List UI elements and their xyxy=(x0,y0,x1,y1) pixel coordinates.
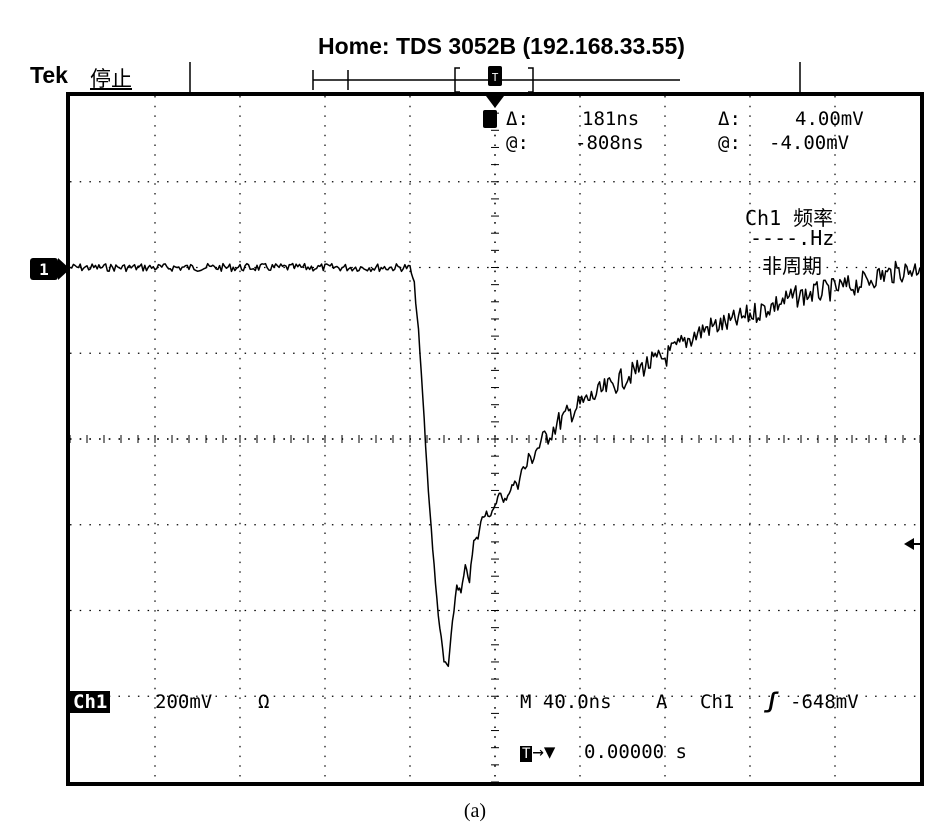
frequency-title: Ch1 频率 xyxy=(745,206,834,230)
delta-time-label: Δ: xyxy=(506,108,529,130)
instrument-title: Home: TDS 3052B (192.168.33.55) xyxy=(318,33,685,59)
trigger-source: Ch1 xyxy=(700,691,735,713)
channel-impedance: Ω xyxy=(258,691,270,713)
at-time-label: @: xyxy=(506,132,529,154)
trigger-position-marker[interactable]: T xyxy=(488,66,502,86)
frequency-value: ----.Hz xyxy=(750,226,835,250)
frequency-status: 非周期 xyxy=(762,254,822,278)
delta-volt-value: 4.00mV xyxy=(795,108,864,130)
channel-badge[interactable]: Ch1 xyxy=(70,691,111,713)
figure-caption: (a) xyxy=(463,800,487,822)
trigger-position-icon: T →▼ xyxy=(520,741,556,763)
channel1-marker-label: 1 xyxy=(39,260,49,279)
waveform-trace xyxy=(69,260,921,668)
timebase-main: M 40.0ns xyxy=(520,691,612,713)
delta-time-value: 181ns xyxy=(582,108,640,130)
channel-scale: 200mV xyxy=(155,691,213,713)
brand-logo: Tek xyxy=(30,62,68,88)
delta-volt-label: Δ: xyxy=(718,108,741,130)
trigger-level: -648mV xyxy=(790,691,859,713)
horizontal-position: 0.00000 s xyxy=(584,741,687,763)
at-volt-value: -4.00mV xyxy=(769,132,850,154)
trigger-level-marker[interactable] xyxy=(904,538,922,550)
channel1-marker[interactable]: 1 xyxy=(30,258,70,280)
at-time-value: -808ns xyxy=(575,132,644,154)
graticule-grid xyxy=(69,95,921,783)
acquisition-status: 停止 xyxy=(90,67,132,91)
trigger-mode: A xyxy=(656,691,668,713)
trigger-slope-icon: ʃ xyxy=(765,689,778,713)
svg-text:T: T xyxy=(492,71,499,84)
trigger-time-marker xyxy=(483,96,504,128)
at-volt-label: @: xyxy=(718,132,741,154)
